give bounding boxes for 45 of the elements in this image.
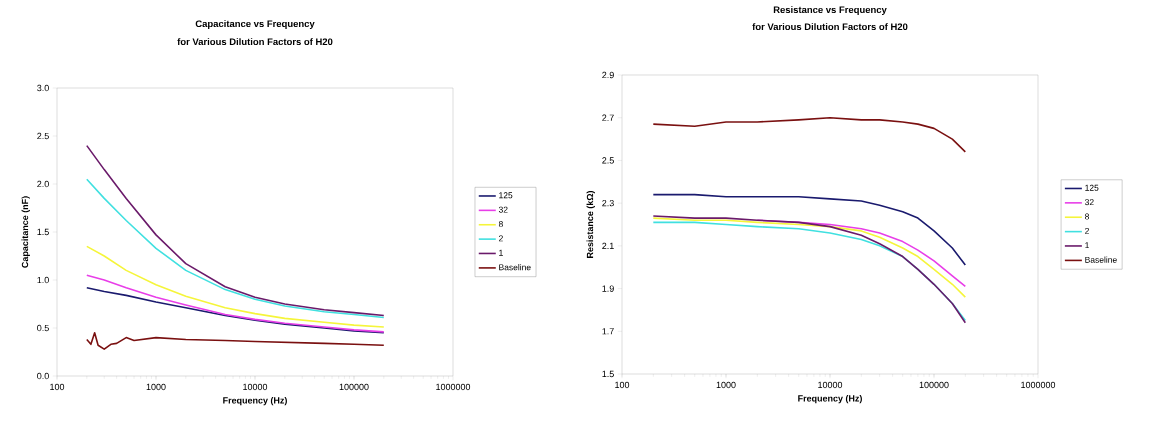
y-tick-label: 2.7 bbox=[602, 114, 614, 121]
chart-title: Resistance vs Frequency bbox=[773, 6, 887, 15]
x-tick-label: 1000000 bbox=[1021, 381, 1056, 389]
x-tick-label: 10000 bbox=[818, 381, 843, 389]
y-axis-title: Capacitance (nF) bbox=[21, 196, 30, 268]
y-tick-label: 1.7 bbox=[602, 328, 614, 335]
y-tick-label: 1.5 bbox=[37, 228, 49, 236]
legend-label: Baseline bbox=[1085, 256, 1117, 263]
legend-label: 1 bbox=[499, 249, 503, 256]
y-tick-label: 2.0 bbox=[37, 180, 49, 188]
legend-label: 8 bbox=[1085, 213, 1090, 220]
legend-label: 8 bbox=[498, 221, 503, 228]
x-tick-label: 100 bbox=[615, 381, 630, 389]
x-tick-label: 1000 bbox=[146, 383, 166, 391]
legend-label: 125 bbox=[499, 192, 513, 199]
legend-label: 1 bbox=[1085, 242, 1089, 249]
y-tick-label: 2.9 bbox=[602, 71, 614, 79]
y-tick-label: 3.0 bbox=[37, 84, 49, 92]
y-tick-label: 1.5 bbox=[602, 370, 614, 378]
legend-label: 2 bbox=[498, 235, 503, 242]
y-tick-label: 2.5 bbox=[602, 157, 614, 164]
x-tick-label: 10000 bbox=[243, 383, 268, 391]
legend-label: 32 bbox=[1084, 199, 1094, 206]
x-axis-title: Frequency (Hz) bbox=[223, 396, 287, 406]
chart-subtitle: for Various Dilution Factors of H20 bbox=[177, 38, 333, 46]
legend-label: 2 bbox=[1085, 227, 1089, 234]
legend-label: Baseline bbox=[499, 264, 531, 271]
legend-label: 32 bbox=[498, 206, 508, 213]
y-tick-label: 2.5 bbox=[37, 132, 49, 140]
y-axis-title: Resistance (kΩ) bbox=[586, 190, 595, 258]
x-axis-title: Frequency (Hz) bbox=[798, 394, 862, 404]
x-tick-label: 1000 bbox=[716, 381, 736, 389]
y-tick-label: 2.3 bbox=[602, 199, 614, 207]
x-tick-label: 100 bbox=[50, 383, 65, 391]
chart-subtitle: for Various Dilution Factors of H20 bbox=[752, 23, 908, 31]
y-tick-label: 1.0 bbox=[37, 276, 49, 284]
y-tick-label: 0.0 bbox=[37, 372, 49, 380]
x-tick-label: 100000 bbox=[339, 383, 369, 391]
x-tick-label: 1000000 bbox=[436, 383, 471, 391]
x-tick-label: 100000 bbox=[919, 381, 949, 389]
legend-label: 125 bbox=[1085, 184, 1099, 191]
chart-title: Capacitance vs Frequency bbox=[195, 20, 315, 29]
y-tick-label: 2.1 bbox=[602, 242, 614, 249]
y-tick-label: 1.9 bbox=[602, 285, 614, 292]
y-tick-label: 0.5 bbox=[37, 324, 49, 332]
